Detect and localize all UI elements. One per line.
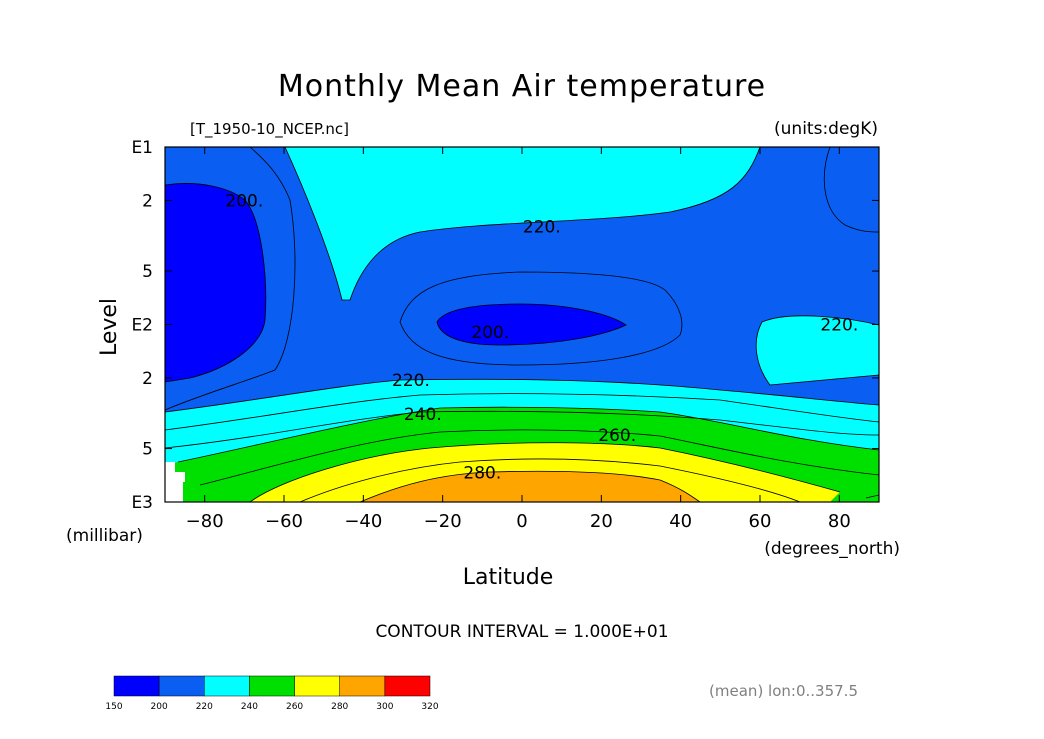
- color-bar-label: 320: [421, 702, 438, 712]
- contour-label: 220.: [820, 316, 858, 336]
- contour-line: [199, 429, 879, 486]
- chart-title: Monthly Mean Air temperature: [278, 69, 766, 104]
- units-label: (units:degK): [774, 119, 878, 139]
- color-bar-label: 240: [241, 702, 258, 712]
- contour-line: [165, 147, 296, 411]
- color-bar-label: 260: [286, 702, 303, 712]
- contour-line: [755, 315, 879, 386]
- x-tick-label: 20: [590, 511, 613, 532]
- y-tick-label: 2: [142, 191, 153, 211]
- color-bar-swatch: [204, 675, 250, 697]
- mean-annotation: (mean) lon:0..357.5: [709, 682, 858, 700]
- contour-line: [436, 303, 627, 346]
- band-220-240-upper: [285, 147, 760, 300]
- y-tick-label: E2: [131, 316, 153, 336]
- x-tick-label: −60: [265, 511, 303, 532]
- color-bar-swatch: [294, 675, 340, 697]
- color-bar-swatch: [384, 675, 431, 697]
- x-tick-label: −20: [424, 511, 462, 532]
- color-bar-swatch: [113, 675, 160, 697]
- y-tick-label: E1: [131, 138, 153, 158]
- contour-line: [165, 183, 267, 383]
- contour-label: 220.: [392, 371, 430, 391]
- color-bar-label: 200: [151, 702, 168, 712]
- contour-line: [865, 494, 879, 499]
- x-axis: −80 −60 −40 −20 0 20 40 60 80: [186, 147, 851, 532]
- contour-label: 200.: [471, 323, 509, 343]
- y-tick-label: 5: [142, 262, 153, 282]
- contour-line: [399, 271, 683, 366]
- missing-data-cell: [165, 482, 183, 502]
- y-tick-label: E3: [131, 493, 153, 513]
- color-bar-swatch: [158, 675, 205, 697]
- color-bar-label: 280: [331, 702, 348, 712]
- band-150-200-center: [437, 304, 626, 345]
- contour-line: [165, 378, 879, 413]
- contour-line: [177, 406, 879, 463]
- color-bar-label: 150: [105, 702, 122, 712]
- band-280-300: [360, 471, 700, 502]
- x-axis-title: Latitude: [463, 565, 554, 590]
- contour-label: 260.: [598, 426, 636, 446]
- x-units-label: (degrees_north): [764, 539, 900, 559]
- contour-lines: [165, 147, 879, 502]
- contour-line: [165, 393, 879, 431]
- color-bar-label: 220: [196, 702, 213, 712]
- color-bar-label: 300: [376, 702, 393, 712]
- x-tick-label: 40: [669, 511, 692, 532]
- contour-fill-layer: 200. 220. 200. 220. 220. 240. 260. 280.: [165, 147, 879, 502]
- contour-label: 280.: [463, 463, 501, 483]
- x-tick-label: 60: [749, 511, 772, 532]
- x-tick-label: −40: [344, 511, 382, 532]
- x-tick-label: −80: [186, 511, 224, 532]
- y-axis-title: Level: [97, 298, 122, 356]
- contour-interval-label: CONTOUR INTERVAL = 1.000E+01: [375, 622, 668, 642]
- contour-line: [284, 147, 761, 301]
- band-150-200-left: [165, 183, 266, 382]
- contour-label: 220.: [523, 217, 561, 237]
- band-220-240-right: [756, 315, 879, 385]
- contour-line: [823, 147, 879, 233]
- contour-line: [165, 410, 879, 449]
- y-tick-label: 5: [142, 440, 153, 460]
- x-tick-label: 80: [828, 511, 851, 532]
- x-tick-label: 0: [516, 511, 527, 532]
- color-bar: 150 200 220 240 260 280 300 320: [105, 675, 439, 712]
- contour-line: [249, 442, 841, 502]
- contour-label: 240.: [404, 405, 442, 425]
- color-bar-swatch: [339, 675, 386, 697]
- color-bar-swatch: [249, 675, 295, 697]
- contour-label: 200.: [225, 191, 263, 211]
- y-tick-label: 2: [142, 369, 153, 389]
- contour-line: [359, 470, 701, 502]
- missing-data-cell: [165, 462, 175, 472]
- y-units-label: (millibar): [66, 526, 143, 546]
- contour-label-layer: 200. 220. 200. 220. 220. 240. 260. 280.: [225, 191, 858, 483]
- contour-line: [299, 458, 801, 502]
- missing-data-cell: [165, 472, 185, 482]
- dataset-label: [T_1950-10_NCEP.nc]: [190, 120, 349, 139]
- y-axis: E1 2 5 E2 2 5 E3: [131, 138, 879, 513]
